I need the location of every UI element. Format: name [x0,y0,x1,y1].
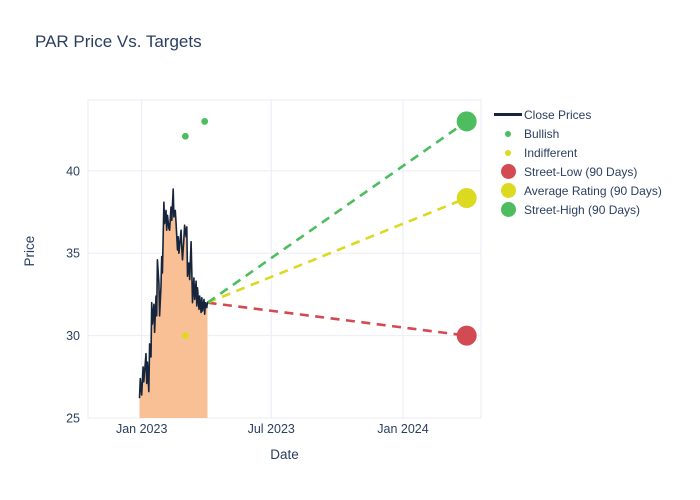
close-price-line [138,188,209,399]
street-low-trendline [207,301,467,337]
legend: Close Prices Bullish Indifferent Street-Low… [492,105,662,219]
legend-label: Street-High (90 Days) [524,202,641,217]
legend-item-street-low-90-days[interactable]: Street-Low (90 Days) [492,162,662,181]
swatch-shape [500,183,516,198]
swatch-shape [500,164,516,179]
average-trendline [207,196,468,304]
legend-item-average-rating-90-days[interactable]: Average Rating (90 Days) [492,181,662,200]
swatch-shape [505,149,511,156]
legend-item-close-prices[interactable]: Close Prices [492,105,662,124]
dot-swatch-icon [492,149,524,156]
x-tick-label: Jan 2024 [377,422,428,436]
close-price-area [139,189,208,418]
x-tick-label: Jan 2023 [116,422,167,436]
street-high-trendline [206,120,468,304]
swatch-shape [500,202,516,217]
x-axis-title: Date [270,447,299,462]
line-swatch-icon [492,113,524,116]
legend-label: Bullish [524,126,560,141]
chart-title: PAR Price Vs. Targets [35,32,202,51]
street-high-marker [456,111,477,132]
dot-swatch-icon [492,164,524,179]
dot-swatch-icon [492,202,524,217]
legend-label: Average Rating (90 Days) [524,183,662,198]
legend-label: Close Prices [524,107,592,122]
legend-item-bullish[interactable]: Bullish [492,124,662,143]
swatch-shape [505,130,511,137]
average-rating-marker [456,188,477,209]
y-tick-label: 25 [66,412,80,426]
bullish-marker [181,132,189,140]
legend-item-indifferent[interactable]: Indifferent [492,143,662,162]
dot-swatch-icon [492,183,524,198]
legend-item-street-high-90-days[interactable]: Street-High (90 Days) [492,200,662,219]
dot-swatch-icon [492,130,524,137]
x-tick-label: Jul 2023 [248,422,295,436]
street-low-marker [456,325,477,346]
indifferent-marker [181,332,189,340]
legend-label: Indifferent [524,145,578,160]
legend-label: Street-Low (90 Days) [524,164,638,179]
y-tick-label: 35 [66,247,80,261]
bullish-marker [201,118,209,125]
swatch-shape [494,113,522,116]
y-tick-label: 40 [66,164,80,178]
y-tick-label: 30 [66,329,80,343]
